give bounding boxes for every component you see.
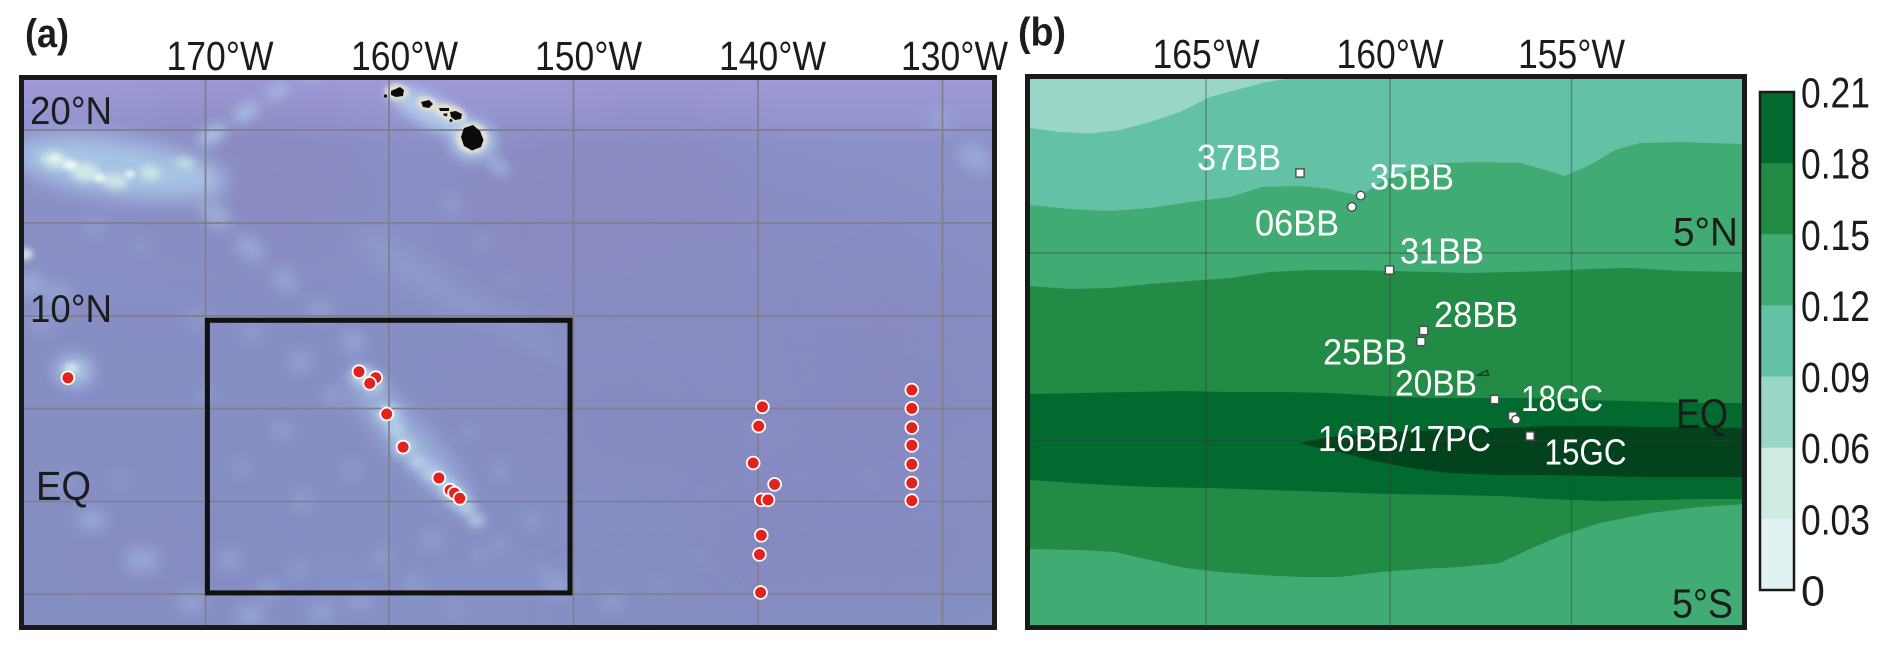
svg-text:31BB: 31BB	[1400, 231, 1484, 272]
svg-text:5°N: 5°N	[1673, 211, 1738, 255]
svg-text:(a): (a)	[25, 12, 69, 56]
svg-text:37BB: 37BB	[1197, 137, 1281, 178]
svg-text:0: 0	[1801, 568, 1825, 616]
svg-text:35BB: 35BB	[1370, 157, 1454, 198]
svg-text:10°N: 10°N	[30, 288, 112, 331]
svg-text:150°W: 150°W	[535, 33, 642, 79]
svg-text:EQ: EQ	[36, 463, 91, 509]
svg-text:0.06: 0.06	[1801, 425, 1870, 473]
svg-text:EQ: EQ	[1676, 390, 1728, 437]
svg-text:18GC: 18GC	[1521, 378, 1603, 419]
svg-text:25BB: 25BB	[1323, 332, 1407, 373]
svg-text:0.09: 0.09	[1801, 354, 1870, 402]
svg-text:0.15: 0.15	[1801, 212, 1870, 260]
svg-text:165°W: 165°W	[1153, 31, 1260, 77]
svg-text:06BB: 06BB	[1255, 203, 1339, 244]
svg-text:160°W: 160°W	[1337, 31, 1444, 77]
svg-text:0.18: 0.18	[1801, 141, 1870, 189]
svg-text:140°W: 140°W	[719, 33, 826, 79]
svg-text:155°W: 155°W	[1518, 31, 1625, 77]
svg-text:5°S: 5°S	[1672, 581, 1733, 627]
svg-text:16BB/17PC: 16BB/17PC	[1318, 418, 1491, 459]
svg-text:20°N: 20°N	[30, 90, 112, 133]
svg-text:20BB: 20BB	[1395, 363, 1477, 404]
svg-text:130°W: 130°W	[901, 33, 1008, 79]
svg-text:0.12: 0.12	[1801, 283, 1870, 331]
svg-text:0.03: 0.03	[1801, 496, 1870, 544]
svg-text:160°W: 160°W	[351, 33, 458, 79]
svg-text:0.21: 0.21	[1801, 70, 1870, 118]
svg-text:28BB: 28BB	[1434, 294, 1518, 335]
svg-text:170°W: 170°W	[167, 33, 274, 79]
svg-text:(b): (b)	[1018, 11, 1066, 55]
svg-text:15GC: 15GC	[1545, 432, 1627, 473]
